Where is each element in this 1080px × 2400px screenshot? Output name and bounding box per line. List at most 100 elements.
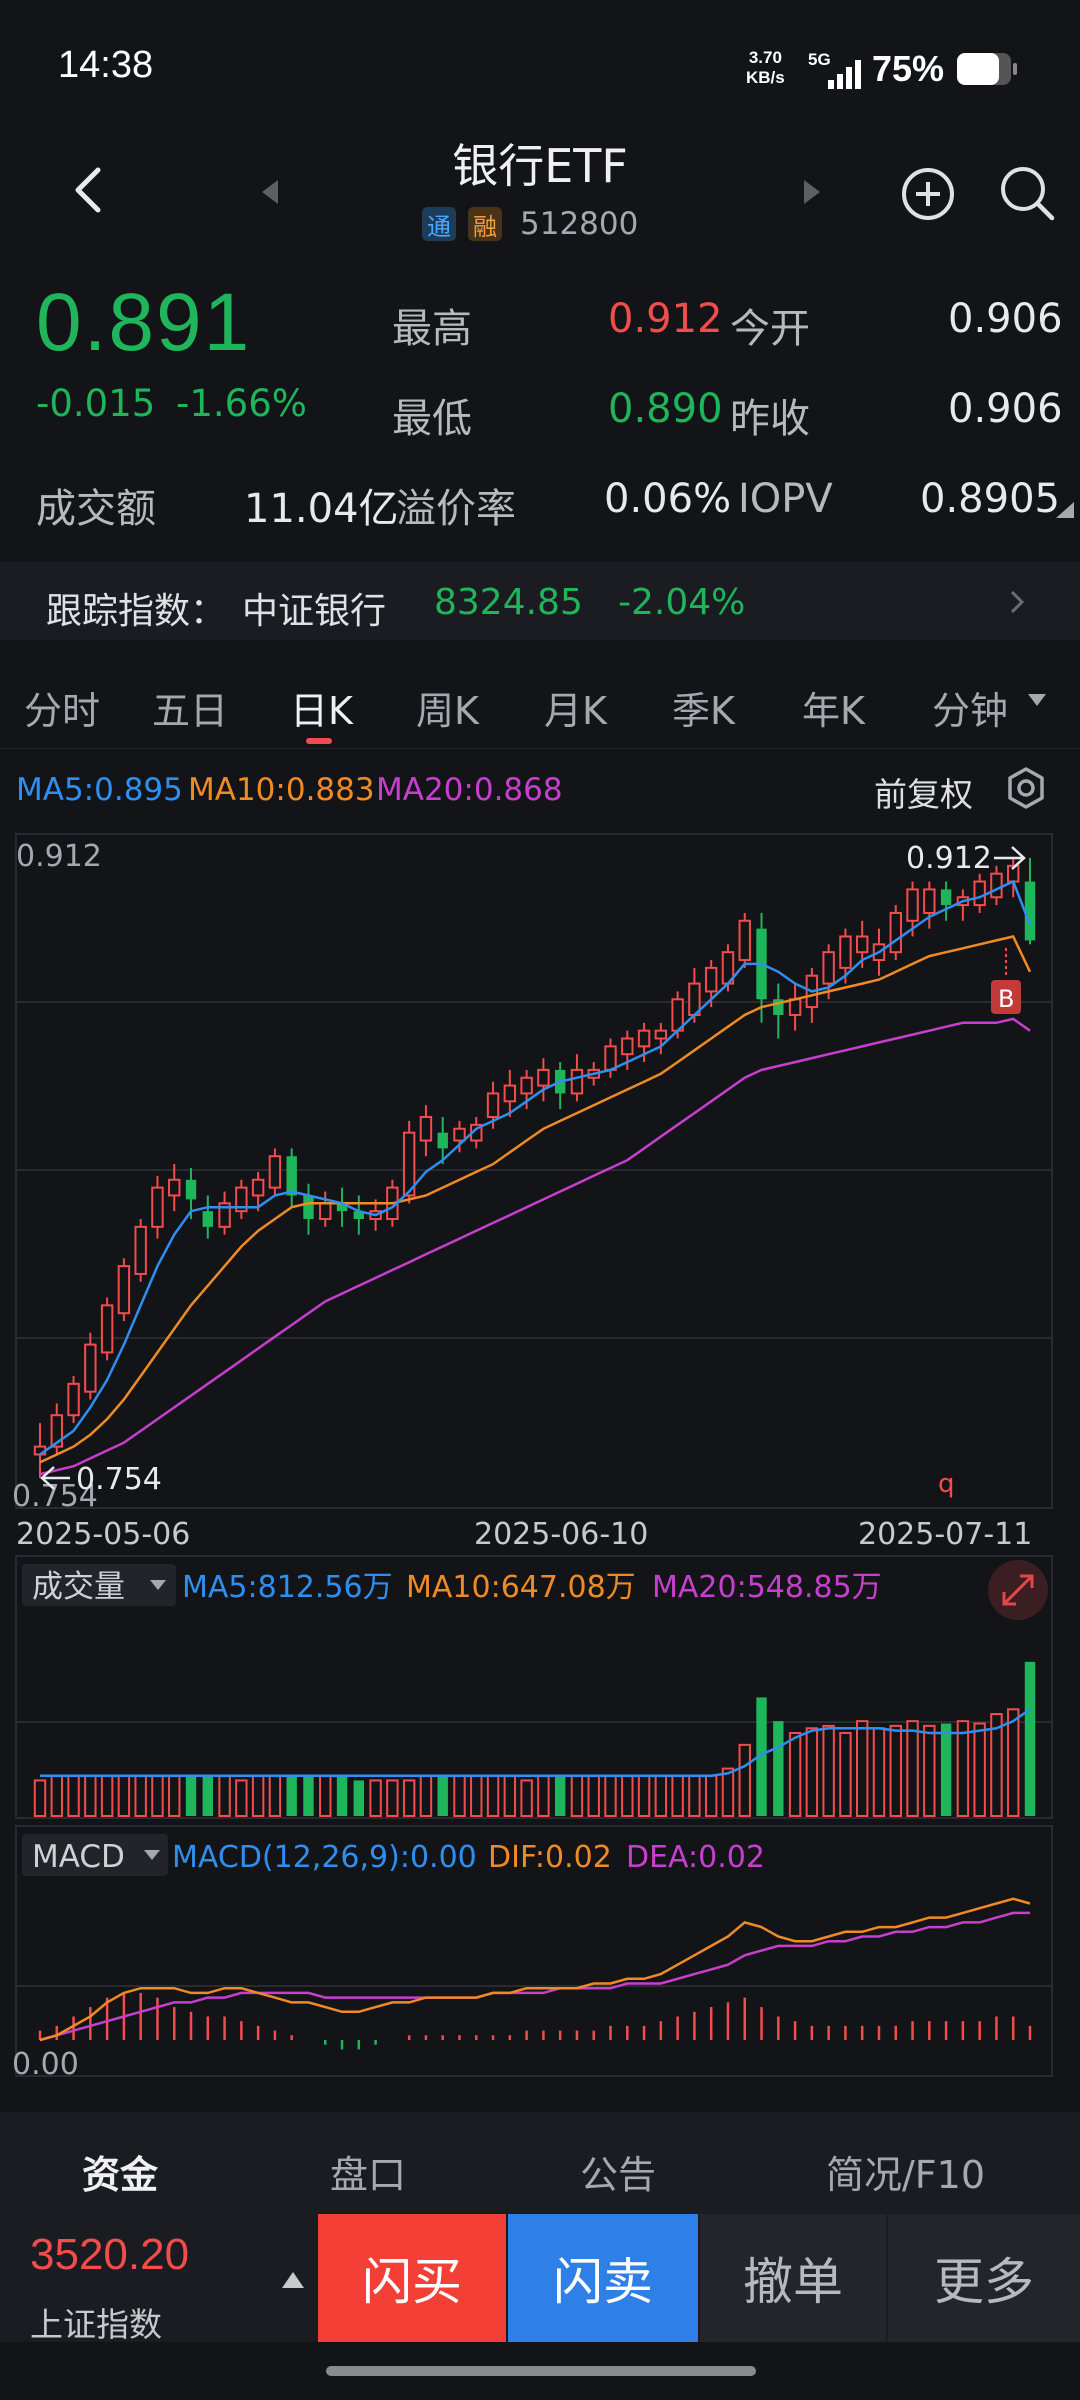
buy-marker-box[interactable] — [991, 980, 1021, 1014]
candle-body — [202, 1211, 213, 1227]
tab-quarterly-k[interactable]: 季K — [672, 689, 735, 733]
candle-body — [940, 889, 952, 906]
low-label: 最低 — [392, 396, 472, 442]
volume-bar — [168, 1774, 181, 1817]
macd-selector-bg[interactable] — [22, 1834, 168, 1876]
index-price[interactable]: 3520.20 — [30, 2230, 190, 2279]
volume-bar — [604, 1774, 617, 1817]
tab-announcements[interactable]: 公告 — [580, 2153, 657, 2197]
ma10-line — [39, 935, 1032, 1464]
iopv-label: IOPV — [738, 476, 833, 522]
volume-bar — [537, 1774, 550, 1817]
vol-ma10-legend: MA10:647.08万 — [406, 1570, 636, 1605]
tab-profile[interactable]: 简况/F10 — [826, 2153, 986, 2197]
volume-bar — [319, 1774, 332, 1817]
expand-icon — [1002, 1574, 1034, 1606]
candle-body — [168, 1178, 181, 1197]
volume-bar — [268, 1774, 282, 1817]
tab-minute[interactable]: 分钟 — [932, 689, 1009, 733]
candles — [33, 858, 1036, 1478]
volume-bar — [33, 1779, 47, 1818]
candle-body — [973, 880, 986, 907]
volume-bar — [587, 1774, 600, 1817]
index-name[interactable]: 上证指数 — [30, 2305, 162, 2344]
candle-body — [788, 998, 802, 1016]
volume-bar — [369, 1779, 382, 1818]
ma20-legend: MA20:0.868 — [376, 772, 563, 808]
volume-frame — [15, 1555, 1053, 1819]
volume-bar — [856, 1720, 869, 1817]
candle-body — [604, 1045, 617, 1071]
tab-daily-k[interactable]: 日K — [290, 689, 353, 733]
volume-bar — [923, 1724, 936, 1818]
next-stock-icon[interactable] — [800, 178, 824, 206]
home-indicator[interactable] — [326, 2366, 756, 2376]
y-min-label: 0.754 — [12, 1479, 98, 1514]
caret-up-icon[interactable] — [282, 2272, 304, 2288]
caret-down-icon[interactable] — [1028, 694, 1046, 706]
candle-body — [1024, 881, 1036, 941]
ma10-legend: MA10:0.883 — [188, 772, 375, 808]
candle-body — [218, 1202, 231, 1228]
cancel-order-button[interactable]: 撤单 — [700, 2214, 886, 2342]
prev-stock-icon[interactable] — [258, 178, 282, 206]
volume-bar — [973, 1722, 986, 1817]
candle-body — [570, 1068, 584, 1095]
tracking-index-bar[interactable]: 跟踪指数： 中证银行 8324.85 -2.04% — [0, 562, 1080, 640]
volume-bar — [906, 1720, 919, 1817]
vol-ma5-legend: MA5:812.56万 — [182, 1570, 393, 1605]
open-value: 0.906 — [948, 296, 1063, 342]
volume-bar — [470, 1774, 483, 1817]
candle-body — [319, 1202, 332, 1221]
quick-buy-button[interactable]: 闪买 — [318, 2214, 506, 2342]
candle-body — [654, 1029, 668, 1040]
chart-frames — [15, 833, 1053, 2077]
tab-yearly-k[interactable]: 年K — [802, 689, 865, 733]
tracking-index-value: 8324.85 — [434, 582, 583, 623]
tab-five-day[interactable]: 五日 — [152, 689, 229, 733]
back-icon[interactable] — [60, 160, 120, 220]
turnover-value: 11.04亿 — [244, 486, 399, 532]
chevron-right-icon — [1010, 590, 1025, 614]
volume-selector-bg[interactable] — [22, 1564, 176, 1606]
candle-body — [906, 888, 919, 922]
candle-body — [84, 1343, 97, 1393]
candle-body — [637, 1029, 651, 1048]
volume-bar — [67, 1774, 80, 1817]
volume-bar — [353, 1780, 365, 1816]
candle-body — [437, 1132, 448, 1149]
low-value: 0.890 — [608, 386, 723, 432]
tab-order-book[interactable]: 盘口 — [330, 2153, 407, 2197]
volume-bar — [822, 1724, 835, 1818]
gear-icon[interactable] — [1004, 766, 1048, 810]
divider — [0, 748, 1080, 749]
candle-body — [990, 872, 1003, 899]
volume-bar — [386, 1779, 399, 1818]
macd-params-legend: MACD(12,26,9):0.00 — [172, 1840, 477, 1875]
candle-body — [134, 1225, 147, 1275]
buy-marker: B — [998, 985, 1014, 1013]
macd-group — [38, 1897, 1032, 2050]
high-value: 0.912 — [608, 296, 723, 342]
volume-bar — [486, 1774, 500, 1817]
tab-intraday[interactable]: 分时 — [24, 689, 101, 733]
more-button[interactable]: 更多 — [888, 2214, 1080, 2342]
volume-bar — [721, 1767, 735, 1817]
volume-bar — [100, 1774, 114, 1817]
adjust-mode-button[interactable]: 前复权 — [874, 775, 973, 814]
add-watchlist-icon[interactable] — [900, 166, 956, 222]
candle-body — [353, 1211, 365, 1220]
tab-monthly-k[interactable]: 月K — [544, 689, 607, 733]
quick-sell-button[interactable]: 闪卖 — [508, 2214, 698, 2342]
candle-body — [621, 1037, 634, 1056]
volume-bar — [839, 1732, 852, 1817]
tab-funds[interactable]: 资金 — [82, 2153, 159, 2197]
volume-bar — [286, 1775, 297, 1816]
tracking-label: 跟踪指数： — [46, 591, 227, 632]
search-icon[interactable] — [998, 164, 1056, 222]
tab-weekly-k[interactable]: 周K — [416, 689, 479, 733]
signal-icon — [828, 60, 861, 89]
kline-chart[interactable]: 0.912 0.754 0.912 0.754 q B 2025-05-06 2… — [0, 820, 1080, 2090]
volume-bar — [84, 1774, 97, 1817]
candle-body — [235, 1186, 248, 1213]
